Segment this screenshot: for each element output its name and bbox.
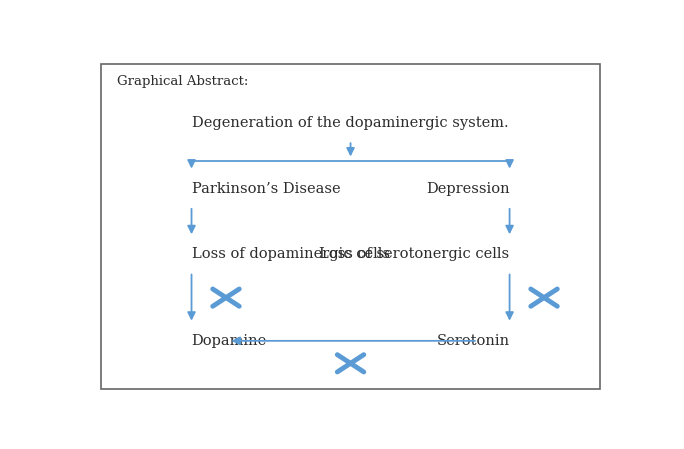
Text: Serotonin: Serotonin — [436, 334, 510, 348]
Text: Depression: Depression — [426, 182, 510, 196]
Text: Loss of serotonergic cells: Loss of serotonergic cells — [319, 247, 510, 261]
Text: Loss of dopaminergic cells: Loss of dopaminergic cells — [192, 247, 389, 261]
Text: Dopamine: Dopamine — [192, 334, 267, 348]
Text: Degeneration of the dopaminergic system.: Degeneration of the dopaminergic system. — [192, 116, 509, 130]
Text: Parkinson’s Disease: Parkinson’s Disease — [192, 182, 340, 196]
Text: Graphical Abstract:: Graphical Abstract: — [118, 75, 249, 88]
